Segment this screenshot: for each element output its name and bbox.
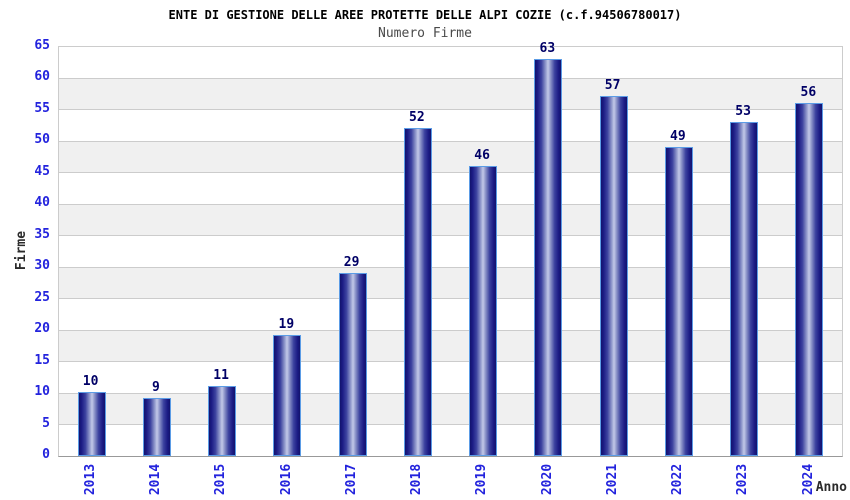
background-band: [59, 267, 842, 299]
bar-value-label: 52: [409, 109, 425, 125]
gridline: [59, 266, 842, 268]
bar: [77, 392, 106, 456]
x-tick-label-text: 2015: [213, 463, 229, 495]
y-tick-label: 20: [34, 321, 50, 337]
background-band: [59, 298, 842, 331]
y-tick-label: 55: [34, 100, 50, 116]
background-band: [59, 141, 842, 173]
bar: [730, 121, 759, 456]
bar: [795, 102, 824, 456]
background-band: [59, 424, 842, 456]
x-tick-label-text: 2016: [278, 463, 294, 495]
bar: [142, 398, 171, 456]
x-tick-label: 2017: [332, 459, 372, 499]
y-tick-label: 45: [34, 163, 50, 179]
y-tick-label: 10: [34, 384, 50, 400]
x-tick-label: 2015: [201, 459, 241, 499]
bar-value-label: 10: [82, 374, 99, 390]
bar-value-label: 29: [343, 254, 360, 270]
gridline: [59, 203, 842, 205]
bar-value-label: 56: [800, 84, 817, 100]
x-tick-label-text: 2014: [148, 463, 164, 495]
bar-value-label: 53: [735, 103, 751, 119]
x-tick-label: 2021: [593, 459, 633, 499]
bar: [599, 96, 628, 456]
y-tick-label: 15: [34, 352, 50, 368]
x-tick-label-text: 2018: [409, 463, 425, 495]
background-band: [59, 330, 842, 362]
background-band: [59, 47, 842, 79]
y-tick-label: 50: [34, 132, 50, 148]
bar-value-label: 46: [474, 147, 490, 163]
chart-title: ENTE DI GESTIONE DELLE AREE PROTETTE DEL…: [168, 8, 682, 22]
gridline: [59, 77, 842, 79]
y-tick-label: 30: [34, 258, 50, 274]
bar-value-label: 57: [604, 78, 621, 94]
x-tick-label: 2016: [266, 459, 306, 499]
x-tick-label: 2019: [462, 459, 502, 499]
x-tick-label: 2023: [723, 459, 763, 499]
gridline: [59, 235, 842, 237]
y-tick-label: 0: [42, 447, 50, 462]
gridline: [59, 392, 842, 394]
chart-subtitle: Numero Firme: [378, 26, 472, 41]
bar: [469, 165, 498, 456]
background-band: [59, 172, 842, 205]
background-band: [59, 235, 842, 268]
background-band: [59, 361, 842, 394]
gridline: [59, 329, 842, 331]
y-tick-label: 60: [34, 69, 50, 85]
y-tick-label: 35: [34, 226, 50, 242]
background-band: [59, 78, 842, 110]
bar-value-label: 49: [670, 128, 686, 144]
y-axis-title-text: Firme: [14, 230, 30, 270]
background-band: [59, 393, 842, 425]
bar-value-label: 9: [151, 380, 160, 396]
plot-area: [58, 46, 843, 457]
x-tick-label-text: 2020: [539, 463, 555, 495]
x-tick-label: 2022: [658, 459, 698, 499]
x-tick-label: 2020: [527, 459, 567, 499]
x-tick-label-text: 2019: [474, 463, 490, 495]
background-band: [59, 109, 842, 142]
y-tick-label: 65: [34, 38, 50, 53]
x-tick-label-text: 2021: [605, 463, 621, 495]
x-tick-label-text: 2013: [83, 463, 99, 495]
bar: [534, 58, 563, 456]
bar: [208, 385, 237, 456]
x-tick-label-text: 2017: [344, 463, 360, 495]
background-band: [59, 204, 842, 236]
bar: [403, 127, 432, 456]
gridline: [59, 109, 842, 111]
gridline: [59, 140, 842, 142]
y-axis-title: Firme: [8, 200, 36, 300]
gridline: [59, 172, 842, 174]
gridline: [59, 424, 842, 426]
bar-value-label: 11: [213, 367, 229, 383]
x-axis-title: Anno: [815, 480, 847, 495]
bar: [338, 272, 367, 456]
y-tick-label: 5: [42, 415, 50, 431]
x-tick-label-text: 2022: [670, 463, 686, 495]
bar-value-label: 19: [278, 317, 295, 333]
x-tick-label-text: 2024: [800, 463, 816, 495]
gridline: [59, 361, 842, 363]
x-tick-label: 2014: [136, 459, 176, 499]
bar: [664, 146, 693, 456]
bar: [273, 335, 302, 456]
x-tick-label-text: 2023: [735, 463, 751, 495]
bar-value-label: 63: [539, 40, 556, 56]
y-tick-label: 25: [34, 289, 50, 305]
gridline: [59, 298, 842, 300]
x-tick-label: 2013: [71, 459, 111, 499]
y-tick-label: 40: [34, 195, 50, 211]
x-tick-label: 2018: [397, 459, 437, 499]
